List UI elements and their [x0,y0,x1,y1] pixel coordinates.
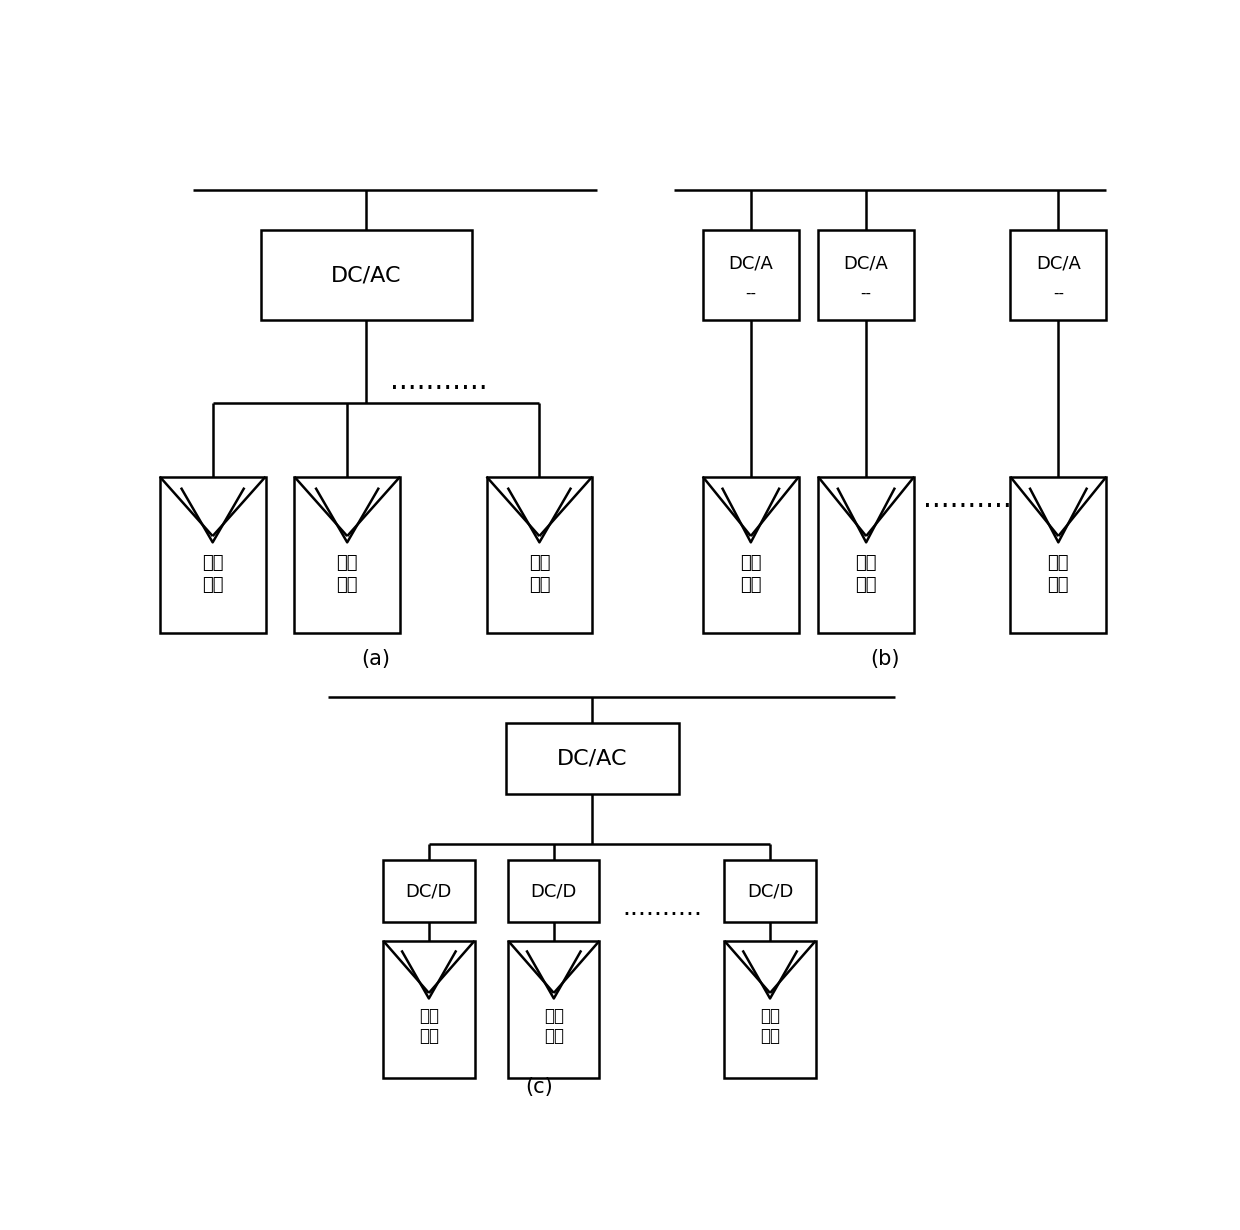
Bar [383,941,475,1079]
Text: 组串: 组串 [419,1027,439,1044]
Text: 组串: 组串 [544,1027,564,1044]
Bar [724,860,816,921]
Text: --: -- [1053,285,1064,301]
Text: ···········: ··········· [389,375,487,403]
Text: 光伏: 光伏 [528,554,551,572]
Text: --: -- [745,285,756,301]
Text: 组串: 组串 [336,576,358,594]
Bar [160,477,265,633]
Text: (b): (b) [870,649,900,669]
Bar [1011,477,1106,633]
Text: DC/AC: DC/AC [557,749,627,769]
Text: --: -- [861,285,872,301]
Text: DC/D: DC/D [531,882,577,900]
Text: 光伏: 光伏 [544,1007,564,1026]
Bar [1011,230,1106,321]
Bar [703,230,799,321]
Text: (a): (a) [362,649,391,669]
Text: DC/A: DC/A [843,255,889,273]
Bar [508,860,599,921]
Bar [724,941,816,1079]
Text: ··········: ·········· [923,493,1012,522]
Text: 光伏: 光伏 [202,554,223,572]
Bar [260,230,472,321]
Text: DC/AC: DC/AC [331,266,402,285]
Text: 组串: 组串 [202,576,223,594]
Text: 光伏: 光伏 [419,1007,439,1026]
Text: 组串: 组串 [856,576,877,594]
Text: ··········: ·········· [622,903,702,926]
Text: 组串: 组串 [1048,576,1069,594]
Bar [294,477,401,633]
Bar [486,477,593,633]
Text: 组串: 组串 [760,1027,780,1044]
Bar [383,860,475,921]
Text: 光伏: 光伏 [740,554,761,572]
Text: 光伏: 光伏 [856,554,877,572]
Text: DC/D: DC/D [746,882,794,900]
Bar [703,477,799,633]
Text: DC/A: DC/A [1035,255,1081,273]
Text: DC/A: DC/A [728,255,774,273]
Bar [818,477,914,633]
Text: 光伏: 光伏 [760,1007,780,1026]
Text: 光伏: 光伏 [1048,554,1069,572]
Bar [818,230,914,321]
Text: DC/D: DC/D [405,882,453,900]
Text: 组串: 组串 [528,576,551,594]
Text: (c): (c) [526,1077,553,1097]
Text: 组串: 组串 [740,576,761,594]
Bar [506,723,678,795]
Text: 光伏: 光伏 [336,554,358,572]
Bar [508,941,599,1079]
